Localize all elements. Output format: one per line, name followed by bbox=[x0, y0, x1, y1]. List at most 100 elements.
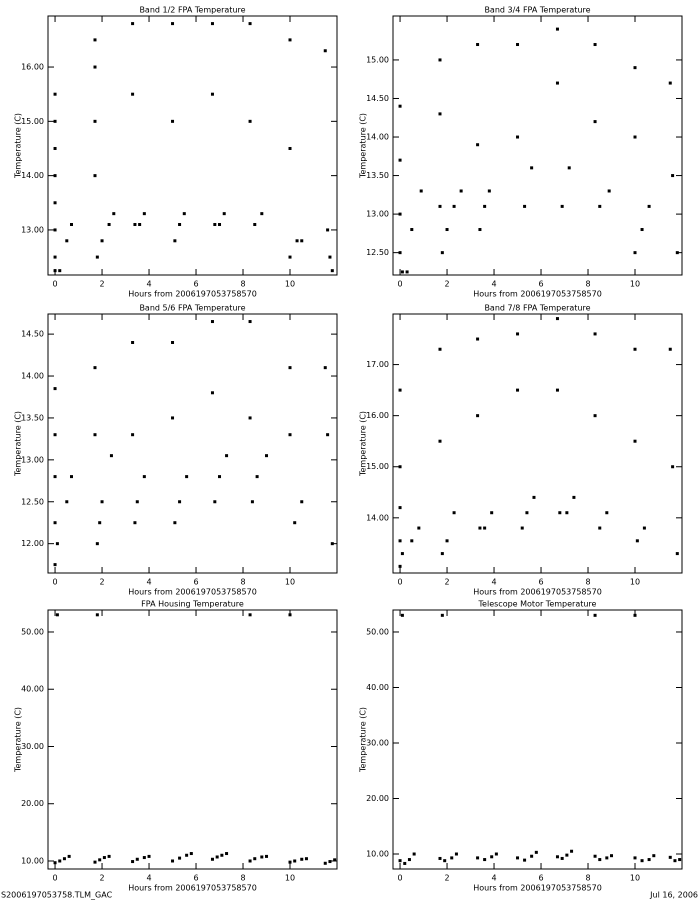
data-point bbox=[438, 112, 442, 116]
data-point bbox=[142, 475, 146, 479]
data-point bbox=[400, 613, 404, 617]
data-point bbox=[210, 857, 214, 861]
data-point bbox=[593, 854, 597, 858]
data-point bbox=[98, 521, 102, 525]
data-point bbox=[633, 347, 637, 351]
data-point bbox=[558, 511, 562, 515]
data-point bbox=[189, 852, 193, 856]
data-point bbox=[58, 269, 62, 273]
data-point bbox=[490, 855, 494, 859]
data-point bbox=[445, 539, 449, 543]
x-axis-label: Hours from 2006197053758570 bbox=[473, 884, 602, 893]
data-point bbox=[328, 255, 332, 259]
plot-frame bbox=[47, 313, 338, 574]
data-point bbox=[171, 340, 175, 344]
data-point bbox=[398, 859, 402, 863]
y-tick-label: 17.00 bbox=[366, 360, 389, 369]
data-point bbox=[173, 239, 177, 243]
data-point bbox=[398, 158, 402, 162]
x-tick-label: 8 bbox=[585, 874, 590, 883]
y-tick-label: 13.00 bbox=[366, 210, 389, 219]
data-point bbox=[516, 388, 520, 392]
data-point bbox=[210, 320, 214, 324]
data-point bbox=[633, 613, 637, 617]
footer-file: S2006197053758.TLM_GAC bbox=[1, 891, 113, 900]
data-point bbox=[490, 511, 494, 515]
y-axis-label: Temperature (C) bbox=[14, 411, 23, 477]
data-point bbox=[438, 856, 442, 860]
data-point bbox=[445, 228, 449, 232]
data-point bbox=[438, 439, 442, 443]
x-tick-label: 8 bbox=[240, 280, 245, 289]
data-point bbox=[248, 320, 252, 324]
y-tick-label: 50.00 bbox=[366, 627, 389, 636]
data-point bbox=[265, 454, 269, 458]
y-tick-label: 30.00 bbox=[366, 738, 389, 747]
data-point bbox=[62, 857, 66, 861]
data-point bbox=[173, 521, 177, 525]
x-tick-label: 10 bbox=[285, 280, 295, 289]
data-point bbox=[265, 854, 269, 858]
data-point bbox=[452, 204, 456, 208]
data-point bbox=[410, 228, 414, 232]
chart-title: Band 5/6 FPA Temperature bbox=[139, 304, 245, 313]
data-point bbox=[593, 332, 597, 336]
x-tick-label: 10 bbox=[630, 874, 640, 883]
data-point bbox=[250, 500, 254, 504]
data-point bbox=[253, 223, 257, 227]
data-point bbox=[398, 388, 402, 392]
plot-frame bbox=[47, 15, 338, 276]
data-point bbox=[67, 854, 71, 858]
data-point bbox=[300, 239, 304, 243]
data-point bbox=[112, 212, 116, 216]
data-point bbox=[138, 223, 142, 227]
x-tick-label: 6 bbox=[538, 874, 543, 883]
data-point bbox=[225, 852, 229, 856]
chart-title: FPA Housing Temperature bbox=[141, 600, 244, 609]
data-point bbox=[438, 58, 442, 62]
x-tick-label: 2 bbox=[99, 280, 104, 289]
data-point bbox=[213, 500, 217, 504]
y-tick-label: 13.00 bbox=[21, 455, 44, 464]
data-point bbox=[605, 856, 609, 860]
data-point bbox=[69, 223, 73, 227]
y-tick-label: 10.00 bbox=[21, 856, 44, 865]
y-axis-label: Temperature (C) bbox=[359, 707, 368, 773]
data-point bbox=[328, 860, 332, 864]
data-point bbox=[178, 500, 182, 504]
data-point bbox=[668, 347, 672, 351]
data-point bbox=[523, 204, 527, 208]
data-point bbox=[443, 859, 447, 863]
data-point bbox=[260, 855, 264, 859]
y-tick-label: 13.50 bbox=[21, 413, 44, 422]
x-tick-label: 0 bbox=[53, 578, 58, 587]
data-point bbox=[671, 465, 675, 469]
x-tick-label: 6 bbox=[193, 578, 198, 587]
x-tick-label: 0 bbox=[53, 874, 58, 883]
x-tick-label: 0 bbox=[398, 280, 403, 289]
x-tick-label: 2 bbox=[444, 578, 449, 587]
data-point bbox=[222, 212, 226, 216]
y-tick-label: 16.00 bbox=[366, 411, 389, 420]
data-point bbox=[260, 212, 264, 216]
y-tick-label: 14.00 bbox=[21, 372, 44, 381]
data-point bbox=[532, 495, 536, 499]
data-point bbox=[640, 859, 644, 863]
data-point bbox=[476, 143, 480, 147]
data-point bbox=[633, 856, 637, 860]
data-point bbox=[633, 251, 637, 255]
data-point bbox=[438, 204, 442, 208]
data-point bbox=[516, 43, 520, 47]
x-tick-label: 6 bbox=[193, 874, 198, 883]
data-point bbox=[55, 613, 59, 617]
x-tick-label: 2 bbox=[99, 874, 104, 883]
x-axis-label: Hours from 2006197053758570 bbox=[128, 290, 257, 299]
x-tick-label: 4 bbox=[491, 578, 496, 587]
data-point bbox=[525, 511, 529, 515]
data-point bbox=[633, 66, 637, 70]
data-point bbox=[412, 852, 416, 856]
data-point bbox=[668, 81, 672, 85]
data-point bbox=[555, 388, 559, 392]
data-point bbox=[438, 347, 442, 351]
